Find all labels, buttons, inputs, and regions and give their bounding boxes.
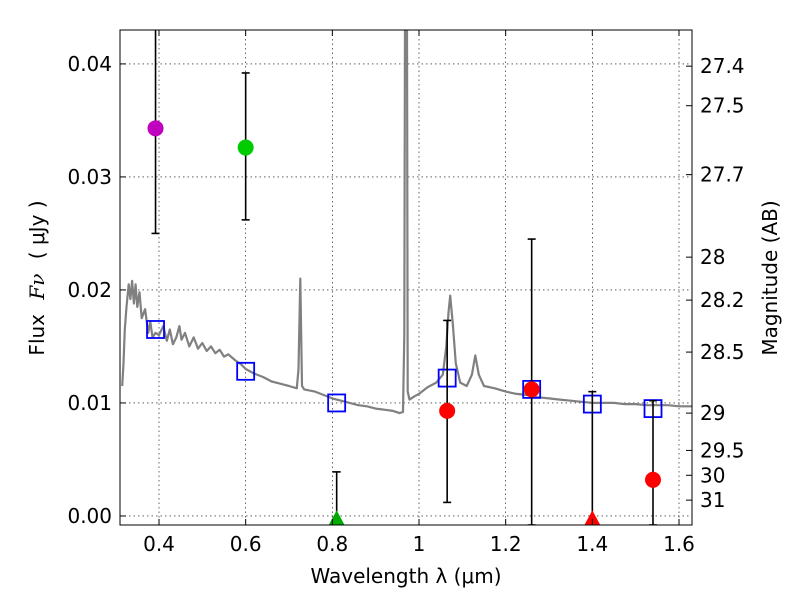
y-axis-ticks: 0.00 0.01 0.02 0.03 0.04 <box>67 52 126 528</box>
mag-tick-label: 28.2 <box>700 288 745 312</box>
x-tick-label: 1.6 <box>663 532 695 556</box>
mag-tick-label: 28.5 <box>700 340 745 364</box>
mag-tick-label: 30 <box>700 463 725 487</box>
grid <box>120 30 692 525</box>
y-axis-title: Flux Fν ( μJy ) <box>25 200 49 355</box>
mag-tick-label: 27.7 <box>700 163 745 187</box>
x-tick-label: 0.8 <box>316 532 348 556</box>
x-tick-label: 1.4 <box>576 532 608 556</box>
observed-flux-point <box>237 139 254 156</box>
sed-template-layer <box>121 30 692 415</box>
mag-tick-label: 31 <box>700 488 725 512</box>
observed-flux-point <box>147 120 164 137</box>
x-tick-label: 0.4 <box>143 532 175 556</box>
sed-template-line <box>121 30 692 415</box>
mag-tick-label: 28 <box>700 245 725 269</box>
mag-tick-label: 29.5 <box>700 438 745 462</box>
model-flux-square <box>146 320 165 339</box>
model-flux-square <box>236 361 256 381</box>
y-axis-title-symbol: Fν <box>25 274 49 301</box>
x-tick-label: 1.2 <box>490 532 522 556</box>
svg-text:Flux Fν ( μJy: Flux Fν ( μJy ) <box>25 200 49 355</box>
y-axis-title-unit: ( μJy ) <box>25 200 49 259</box>
upper-limit-marker <box>328 510 345 525</box>
x-axis-ticks: 0.4 0.6 0.8 1 1.2 1.4 1.6 <box>143 30 695 556</box>
y-tick-label: 0.04 <box>67 52 112 76</box>
y-tick-label: 0.01 <box>67 391 112 415</box>
x-tick-label: 1 <box>413 532 426 556</box>
observed-flux-point <box>523 381 540 398</box>
y-tick-label: 0.02 <box>67 278 112 302</box>
right-axis-title: Magnitude (AB) <box>758 200 782 355</box>
mag-tick-label: 27.5 <box>700 94 745 118</box>
observed-flux-point <box>439 402 456 419</box>
observations-layer <box>147 30 661 525</box>
y-axis-title-prefix: Flux <box>25 314 49 356</box>
observed-flux-point <box>645 471 661 488</box>
mag-tick-label: 27.4 <box>700 54 745 78</box>
x-axis-title: Wavelength λ (μm) <box>310 564 501 588</box>
model-flux-square <box>327 393 347 413</box>
y-tick-label: 0.03 <box>67 165 112 189</box>
y-tick-label: 0.00 <box>67 504 112 528</box>
mag-tick-label: 29 <box>700 401 725 425</box>
right-axis-title-text: Magnitude (AB) <box>758 200 782 355</box>
plot-frame <box>119 29 693 526</box>
x-tick-label: 0.6 <box>230 532 262 556</box>
